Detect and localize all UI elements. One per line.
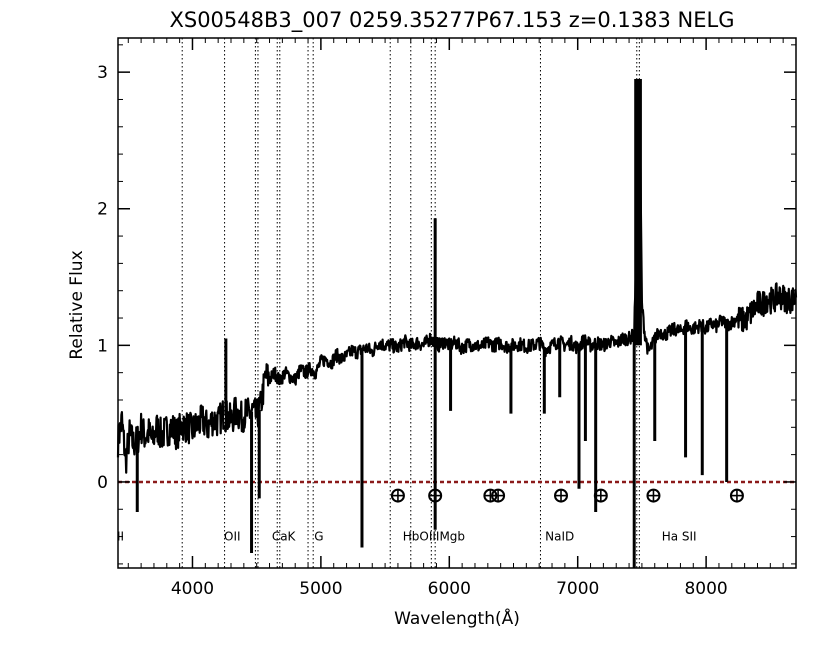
y-tick-label: 3 xyxy=(97,63,108,83)
emission-feature xyxy=(634,78,642,346)
line-label: OII xyxy=(224,530,241,544)
y-axis-label: Relative Flux xyxy=(67,250,87,359)
y-tick-label: 0 xyxy=(97,473,108,493)
x-axis-label: Wavelength(Å) xyxy=(394,607,520,629)
plot-frame xyxy=(117,37,797,569)
x-tick-label: 8000 xyxy=(684,579,727,599)
line-label: HbOIIIMgb xyxy=(403,530,465,544)
x-tick-label: 7000 xyxy=(556,579,599,599)
y-tick-label: 2 xyxy=(97,200,108,220)
line-label: Ha SII xyxy=(662,530,697,544)
chart-title: XS00548B3_007 0259.35277P67.153 z=0.1383… xyxy=(169,8,734,33)
line-label: G xyxy=(314,530,323,544)
x-tick-label: 4000 xyxy=(171,579,214,599)
y-tick-label: 1 xyxy=(97,336,108,356)
line-label: CaK xyxy=(272,530,297,544)
spectrum-line xyxy=(116,78,798,474)
x-tick-label: 5000 xyxy=(299,579,342,599)
x-tick-label: 6000 xyxy=(428,579,471,599)
line-label: NaID xyxy=(545,530,574,544)
